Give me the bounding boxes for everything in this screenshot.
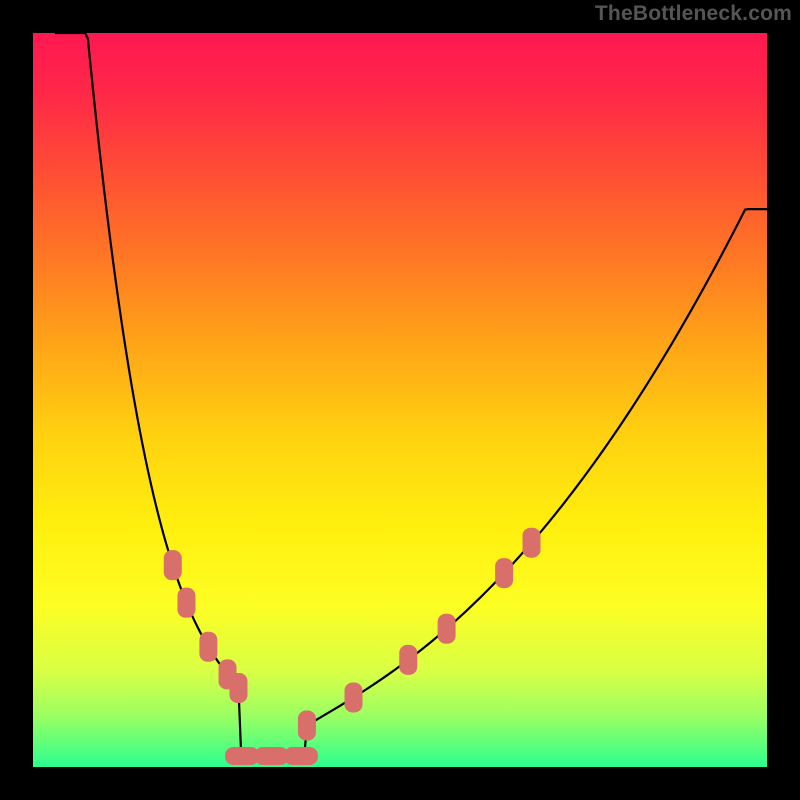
chart-container: TheBottleneck.com	[0, 0, 800, 800]
data-marker	[284, 747, 318, 765]
data-marker	[523, 528, 541, 558]
data-marker	[255, 747, 289, 765]
watermark-text: TheBottleneck.com	[595, 2, 792, 26]
data-marker	[199, 632, 217, 662]
data-marker	[298, 711, 316, 741]
data-marker	[164, 550, 182, 580]
bottleneck-chart	[0, 0, 800, 800]
data-marker	[495, 558, 513, 588]
data-marker	[177, 588, 195, 618]
data-marker	[229, 673, 247, 703]
data-marker	[438, 614, 456, 644]
data-marker	[399, 645, 417, 675]
data-marker	[345, 682, 363, 712]
data-marker	[225, 747, 259, 765]
